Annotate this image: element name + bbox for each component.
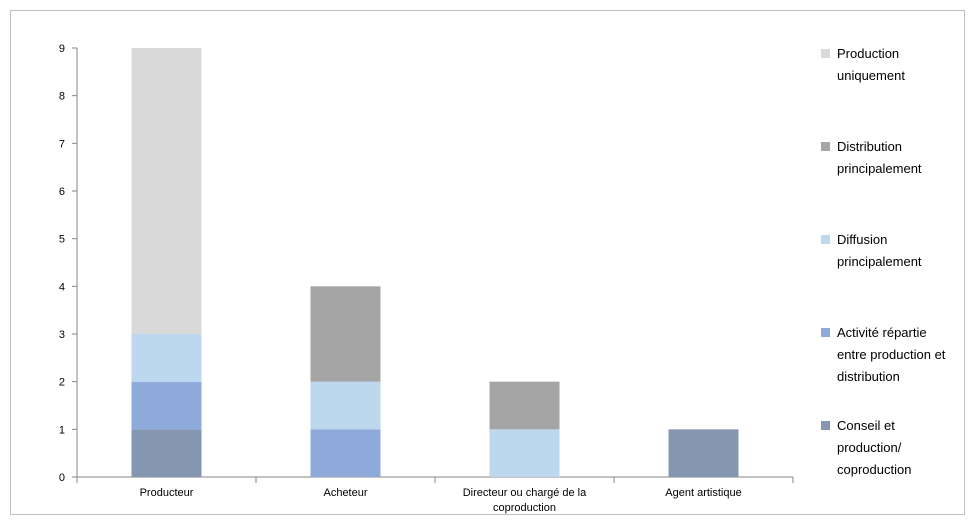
legend-label: Production uniquement — [837, 46, 905, 83]
stacked-bar-chart: 0 1 2 3 4 5 6 7 8 9 Producteur Acheteur Directeur ou… — [59, 43, 946, 514]
x-category-label: Producteur — [140, 487, 194, 499]
bar-segment — [131, 381, 202, 430]
legend: Production uniquement Distribution principa… — [821, 46, 946, 477]
x-category-label: Acheteur — [323, 487, 367, 499]
y-tick-label: 6 — [59, 186, 65, 198]
legend-swatch — [821, 421, 830, 430]
bar-segment — [131, 429, 202, 477]
bar-segment — [131, 334, 202, 382]
legend-swatch — [821, 142, 830, 151]
legend-label: Activité répartie entre production et dist… — [837, 325, 946, 384]
x-category-label: Agent artistique — [665, 487, 741, 499]
y-tick-label: 7 — [59, 138, 65, 150]
x-category-label: Directeur ou chargé de la coproduction — [463, 487, 587, 514]
y-tick-label: 5 — [59, 234, 65, 246]
y-tick-label: 9 — [59, 43, 65, 55]
bar-segment — [131, 48, 202, 334]
bar-segment — [310, 286, 381, 382]
legend-label: Distribution principalement — [837, 139, 922, 176]
legend-swatch — [821, 328, 830, 337]
bar-segment — [310, 381, 381, 430]
legend-label: Conseil et production/coproduction — [837, 418, 911, 477]
y-tick-label: 0 — [59, 472, 65, 484]
y-tick-label: 3 — [59, 329, 65, 341]
y-tick-label: 1 — [59, 424, 65, 436]
bar-segment — [668, 429, 739, 477]
legend-label: Diffusion principalement — [837, 232, 922, 269]
bar-segment — [489, 429, 560, 477]
y-tick-label: 8 — [59, 91, 65, 103]
bar-segment — [310, 429, 381, 477]
plot-area: 0 1 2 3 4 5 6 7 8 9 Producteur Acheteur Directeur ou… — [59, 43, 794, 514]
y-tick-label: 4 — [59, 281, 65, 293]
bar-segment — [489, 381, 560, 430]
chart-frame: 0 1 2 3 4 5 6 7 8 9 Producteur Acheteur Directeur ou… — [10, 10, 965, 515]
legend-swatch — [821, 235, 830, 244]
legend-swatch — [821, 49, 830, 58]
y-tick-label: 2 — [59, 377, 65, 389]
